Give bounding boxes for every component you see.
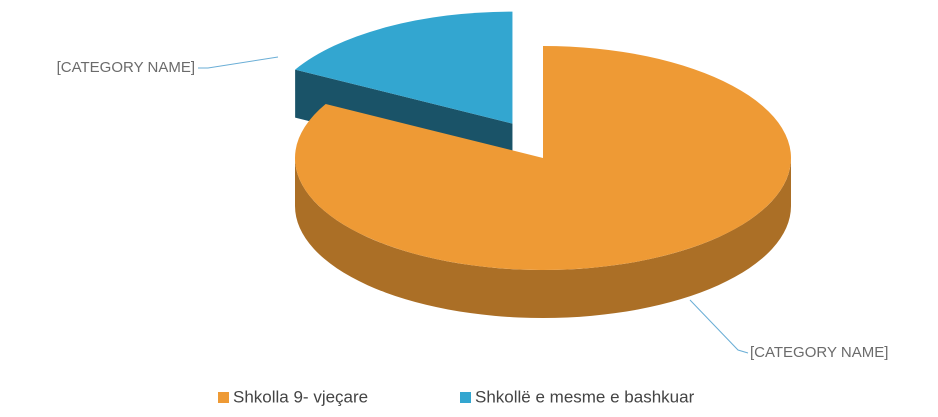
slice-side	[295, 158, 791, 318]
leader-line	[689, 299, 749, 354]
pie-slice	[295, 46, 791, 270]
legend-label: Shkolla 9- vjeçare	[233, 387, 368, 406]
legend-label: Shkollë e mesme e bashkuar	[475, 387, 695, 406]
leader-line	[198, 56, 279, 69]
legend-swatch	[218, 392, 229, 403]
data-label: [CATEGORY NAME]	[57, 59, 195, 76]
data-label: [CATEGORY NAME]	[750, 344, 888, 361]
pie-slice	[295, 11, 513, 124]
legend-swatch	[460, 392, 471, 403]
